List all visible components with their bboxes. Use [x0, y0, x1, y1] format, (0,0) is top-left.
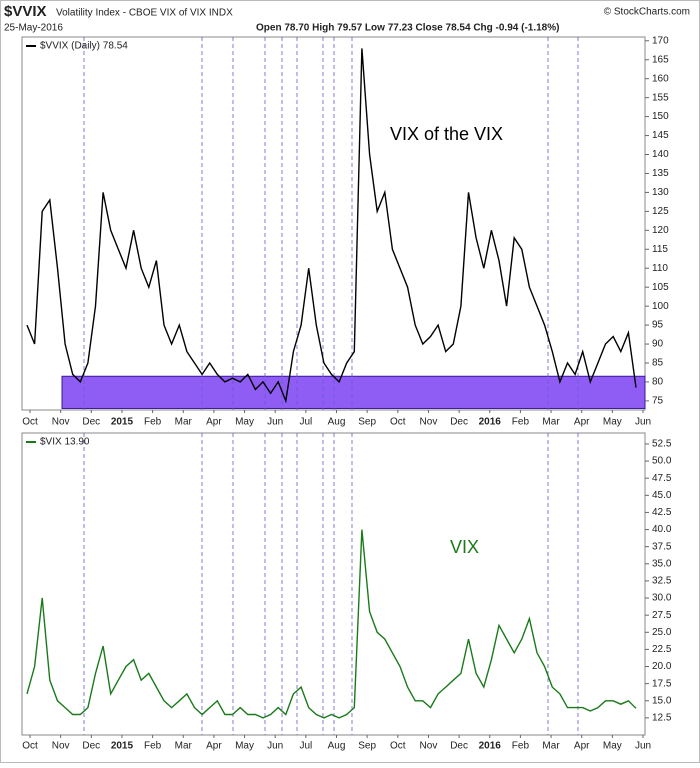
x-tick-label: Apr [574, 741, 590, 752]
y-tick-label: 100 [652, 301, 669, 312]
x-tick-label: Nov [420, 417, 438, 428]
x-tick-label: May [235, 417, 254, 428]
x-tick-label: Mar [175, 741, 193, 752]
x-tick-label: Sep [358, 741, 376, 752]
x-tick-label: 2016 [479, 417, 502, 428]
x-tick-label: Oct [390, 417, 406, 428]
quote: Open 78.70 High 79.57 Low 77.23 Close 78… [256, 23, 559, 34]
source: © StockCharts.com [604, 7, 690, 18]
y-tick-label: 27.5 [652, 610, 672, 621]
symbol: $VVIX [4, 3, 47, 20]
plot-area [21, 36, 646, 411]
x-tick-label: Dec [450, 417, 468, 428]
series-line [26, 48, 637, 404]
y-tick-label: 150 [652, 111, 669, 122]
y-tick-label: 160 [652, 73, 669, 84]
y-tick-label: 50.0 [652, 456, 672, 467]
name: Volatility Index - CBOE VIX of VIX INDX [56, 8, 233, 19]
y-tick-label: 145 [652, 130, 669, 141]
y-tick-label: 130 [652, 187, 669, 198]
y-tick-label: 45.0 [652, 490, 672, 501]
date: 25-May-2016 [4, 23, 63, 34]
y-tick-label: 115 [652, 244, 668, 255]
x-tick-label: 2015 [111, 741, 134, 752]
y-tick-label: 85 [652, 358, 664, 369]
y-tick-label: 40.0 [652, 524, 672, 535]
y-tick-label: 75 [652, 396, 664, 407]
annotation: VIX of the VIX [390, 124, 503, 144]
x-tick-label: Oct [390, 741, 406, 752]
x-tick-label: Dec [450, 741, 468, 752]
y-tick-label: 15.0 [652, 695, 672, 706]
x-tick-label: Sep [358, 417, 376, 428]
y-tick-label: 30.0 [652, 593, 672, 604]
x-tick-label: Jun [635, 417, 651, 428]
x-tick-label: Jun [267, 417, 283, 428]
y-tick-label: 140 [652, 149, 669, 160]
y-tick-label: 37.5 [652, 541, 672, 552]
y-tick-label: 105 [652, 282, 669, 293]
x-tick-label: Mar [542, 417, 560, 428]
series-line [26, 529, 637, 719]
x-tick-label: Feb [144, 417, 162, 428]
legend-label: $VIX 13.90 [40, 437, 90, 448]
x-tick-label: Nov [52, 417, 70, 428]
x-tick-label: Dec [82, 417, 100, 428]
plot-area [21, 432, 646, 736]
highlight-band [61, 375, 646, 409]
y-tick-label: 17.5 [652, 678, 672, 689]
y-tick-label: 35.0 [652, 558, 672, 569]
y-tick-label: 52.5 [652, 439, 672, 450]
x-tick-label: Mar [175, 417, 193, 428]
x-tick-label: Apr [206, 417, 222, 428]
y-tick-label: 12.5 [652, 713, 672, 724]
x-tick-label: Dec [82, 741, 100, 752]
x-tick-label: 2015 [111, 417, 134, 428]
y-tick-label: 22.5 [652, 644, 672, 655]
x-tick-label: Jun [267, 741, 283, 752]
x-tick-label: Mar [542, 741, 560, 752]
x-tick-label: Feb [144, 741, 162, 752]
y-tick-label: 90 [652, 339, 664, 350]
x-tick-label: Feb [512, 741, 530, 752]
x-tick-label: May [603, 741, 622, 752]
x-tick-label: May [603, 417, 622, 428]
x-tick-label: Nov [52, 741, 70, 752]
y-tick-label: 25.0 [652, 627, 672, 638]
y-tick-label: 110 [652, 263, 668, 274]
y-tick-label: 125 [652, 206, 669, 217]
y-tick-label: 32.5 [652, 576, 672, 587]
x-tick-label: Jul [299, 741, 312, 752]
y-tick-label: 80 [652, 377, 664, 388]
annotation: VIX [450, 537, 479, 557]
x-tick-label: 2016 [479, 741, 502, 752]
y-tick-label: 135 [652, 168, 669, 179]
x-tick-label: Nov [420, 741, 438, 752]
y-tick-label: 42.5 [652, 507, 672, 518]
x-tick-label: Jun [635, 741, 651, 752]
y-tick-label: 20.0 [652, 661, 672, 672]
x-tick-label: Apr [574, 417, 590, 428]
y-tick-label: 95 [652, 320, 664, 331]
x-tick-label: Aug [328, 417, 346, 428]
legend-label: $VVIX (Daily) 78.54 [40, 41, 128, 52]
x-tick-label: May [235, 741, 254, 752]
x-tick-label: Oct [22, 417, 38, 428]
y-tick-label: 120 [652, 225, 669, 236]
y-tick-label: 155 [652, 92, 669, 103]
y-tick-label: 165 [652, 54, 669, 65]
x-tick-label: Aug [328, 741, 346, 752]
y-tick-label: 170 [652, 35, 669, 46]
x-tick-label: Oct [22, 741, 38, 752]
x-tick-label: Feb [512, 417, 530, 428]
x-tick-label: Jul [299, 417, 312, 428]
y-tick-label: 47.5 [652, 473, 672, 484]
x-tick-label: Apr [206, 741, 222, 752]
